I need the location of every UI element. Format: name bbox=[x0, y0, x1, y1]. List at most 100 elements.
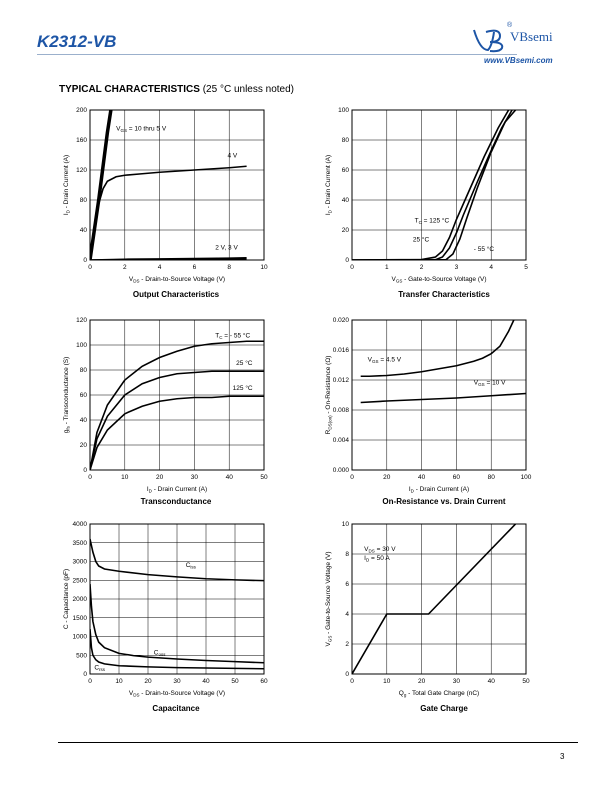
y-tick-label: 100 bbox=[338, 107, 349, 114]
y-tick-label: 0.016 bbox=[333, 347, 350, 354]
x-tick-label: 20 bbox=[418, 678, 426, 685]
series-line bbox=[90, 628, 264, 670]
x-tick-label: 2 bbox=[420, 264, 424, 271]
annotation-label: Crss bbox=[94, 665, 105, 673]
y-tick-label: 4 bbox=[345, 611, 349, 618]
y-tick-label: 0.008 bbox=[333, 407, 350, 414]
x-tick-label: 40 bbox=[226, 474, 234, 481]
y-tick-label: 40 bbox=[342, 197, 350, 204]
x-tick-label: 6 bbox=[193, 264, 197, 271]
annotation-label: 125 °C bbox=[233, 384, 253, 392]
x-axis-label: ID - Drain Current (A) bbox=[147, 486, 207, 494]
registered-mark: ® bbox=[507, 22, 513, 29]
y-tick-label: 200 bbox=[76, 107, 87, 114]
annotation-label: TC = 125 °C bbox=[415, 217, 450, 226]
y-tick-label: 0 bbox=[83, 671, 87, 678]
y-tick-label: 100 bbox=[76, 342, 87, 349]
y-tick-label: 40 bbox=[80, 227, 88, 234]
chart-transfer: 0 1 2 3 4 5 0 20 40 60 80 100 TC = 125 °C 25 °C - 55 °… bbox=[325, 107, 528, 283]
annotation-label: VGS = 10 V bbox=[474, 380, 506, 388]
y-tick-label: 0 bbox=[83, 467, 87, 474]
y-tick-label: 0.020 bbox=[333, 317, 350, 324]
section-note: (25 °C unless noted) bbox=[202, 84, 294, 95]
website-link[interactable]: www.VBsemi.com bbox=[484, 56, 553, 65]
y-tick-label: 20 bbox=[80, 442, 88, 449]
x-tick-label: 2 bbox=[123, 264, 127, 271]
x-tick-label: 10 bbox=[260, 264, 268, 271]
x-tick-label: 60 bbox=[453, 474, 461, 481]
y-tick-label: 80 bbox=[342, 137, 350, 144]
annotation-label: 25 °C bbox=[413, 235, 430, 243]
y-tick-label: 80 bbox=[80, 367, 88, 374]
caption-output: Output Characteristics bbox=[132, 290, 220, 299]
brand-name: VBsemi bbox=[510, 29, 553, 44]
series-line bbox=[352, 524, 517, 674]
x-axis-label: VDS - Drain-to-Source Voltage (V) bbox=[129, 276, 225, 284]
caption-on-resistance: On-Resistance vs. Drain Current bbox=[382, 497, 506, 506]
x-tick-label: 4 bbox=[489, 264, 493, 271]
x-tick-label: 4 bbox=[158, 264, 162, 271]
annotation-label: TC = - 55 °C bbox=[215, 332, 250, 341]
y-tick-label: 3500 bbox=[73, 540, 88, 547]
chart-output: 0 2 4 6 8 10 0 40 80 120 160 200 VGS = 10 thru 5 V 4 … bbox=[63, 107, 268, 284]
y-tick-label: 80 bbox=[80, 197, 88, 204]
header-rule bbox=[37, 54, 517, 55]
series-line bbox=[352, 110, 510, 260]
chart-transconductance: 0 10 20 30 40 50 0 20 40 60 80 100 120 TC = - 55 °C 25… bbox=[63, 317, 268, 494]
series-line bbox=[90, 583, 264, 664]
x-tick-label: 10 bbox=[115, 678, 123, 685]
caption-capacitance: Capacitance bbox=[152, 704, 200, 713]
caption-transfer: Transfer Characteristics bbox=[398, 290, 490, 299]
y-tick-label: 0.004 bbox=[333, 437, 350, 444]
x-tick-label: 0 bbox=[350, 678, 354, 685]
vbsemi-logo-icon bbox=[473, 29, 504, 53]
plot-frame bbox=[351, 319, 527, 471]
y-axis-label: RDS(on) - On-Resistance (Ω) bbox=[325, 356, 333, 435]
x-tick-label: 30 bbox=[453, 678, 461, 685]
x-tick-label: 20 bbox=[156, 474, 164, 481]
x-tick-label: 0 bbox=[88, 678, 92, 685]
section-title: TYPICAL CHARACTERISTICS bbox=[59, 84, 200, 95]
y-axis-label: VGS - Gate-to-Source Voltage (V) bbox=[325, 551, 333, 646]
y-tick-label: 500 bbox=[76, 652, 87, 659]
series-line bbox=[360, 392, 526, 404]
caption-gate-charge: Gate Charge bbox=[420, 704, 468, 713]
x-tick-label: 8 bbox=[227, 264, 231, 271]
x-tick-label: 0 bbox=[350, 474, 354, 481]
y-tick-label: 2500 bbox=[73, 577, 88, 584]
y-tick-label: 0.000 bbox=[333, 467, 350, 474]
chart-on-resistance: 0 20 40 60 80 100 0.000 0.004 0.008 0.012 0.016 0.0… bbox=[325, 317, 532, 493]
annotation-label: ID = 50 A bbox=[364, 555, 390, 563]
y-tick-label: 3000 bbox=[73, 559, 88, 566]
x-tick-label: 50 bbox=[522, 678, 530, 685]
y-tick-label: 120 bbox=[76, 317, 87, 324]
section-heading: TYPICAL CHARACTERISTICS (25 °C unless no… bbox=[59, 84, 294, 95]
annotation-label: Ciss bbox=[186, 562, 197, 570]
y-tick-label: 0.012 bbox=[333, 377, 350, 384]
annotation-label: VDS = 30 V bbox=[364, 546, 396, 554]
series-line bbox=[352, 110, 517, 260]
y-tick-label: 8 bbox=[345, 551, 349, 558]
x-tick-label: 10 bbox=[383, 678, 391, 685]
x-tick-label: 3 bbox=[455, 264, 459, 271]
y-tick-label: 0 bbox=[345, 257, 349, 264]
x-tick-label: 60 bbox=[260, 678, 268, 685]
series-line bbox=[90, 370, 264, 470]
annotation-label: Coss bbox=[154, 650, 166, 658]
x-tick-label: 0 bbox=[88, 474, 92, 481]
y-tick-label: 60 bbox=[342, 167, 350, 174]
y-tick-label: 2 bbox=[345, 641, 349, 648]
y-tick-label: 2000 bbox=[73, 596, 88, 603]
y-tick-label: 1000 bbox=[73, 634, 88, 641]
x-tick-label: 0 bbox=[88, 264, 92, 271]
annotation-label: 2 V, 3 V bbox=[215, 245, 238, 252]
y-tick-label: 120 bbox=[76, 167, 87, 174]
y-tick-label: 4000 bbox=[73, 521, 88, 528]
y-axis-label: gfs - Transconductance (S) bbox=[63, 357, 71, 434]
y-tick-label: 10 bbox=[342, 521, 350, 528]
y-tick-label: 0 bbox=[345, 671, 349, 678]
annotation-label: - 55 °C bbox=[474, 245, 495, 253]
caption-transconductance: Transconductance bbox=[140, 497, 212, 506]
x-tick-label: 30 bbox=[173, 678, 181, 685]
x-tick-label: 1 bbox=[385, 264, 389, 271]
